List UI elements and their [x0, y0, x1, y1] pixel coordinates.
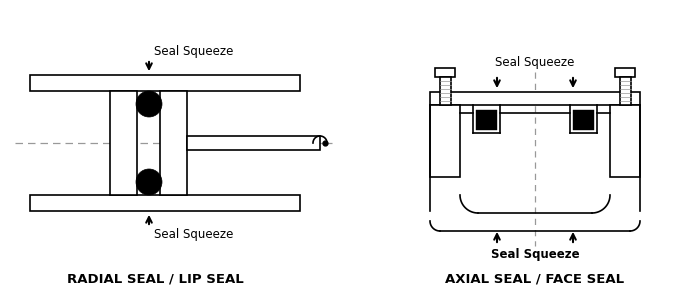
Bar	[620, 77, 631, 105]
Bar	[615, 68, 635, 77]
Text: Seal Squeeze: Seal Squeeze	[154, 228, 233, 241]
Text: Seal Squeeze: Seal Squeeze	[491, 248, 580, 261]
Ellipse shape	[136, 91, 162, 117]
Bar	[430, 92, 640, 105]
Ellipse shape	[136, 169, 162, 195]
Text: AXIAL SEAL / FACE SEAL: AXIAL SEAL / FACE SEAL	[445, 272, 624, 285]
Bar	[30, 75, 300, 91]
Text: Seal Squeeze: Seal Squeeze	[496, 56, 575, 69]
Bar	[610, 105, 640, 177]
Bar	[440, 77, 451, 105]
Bar	[187, 136, 320, 150]
Bar	[110, 91, 137, 195]
Text: RADIAL SEAL / LIP SEAL: RADIAL SEAL / LIP SEAL	[66, 272, 244, 285]
Bar	[160, 91, 187, 195]
Bar	[30, 195, 300, 211]
Bar	[435, 68, 455, 77]
Bar	[430, 105, 460, 177]
Bar	[476, 110, 497, 130]
Text: Seal Squeeze: Seal Squeeze	[154, 45, 233, 58]
Bar	[573, 110, 594, 130]
